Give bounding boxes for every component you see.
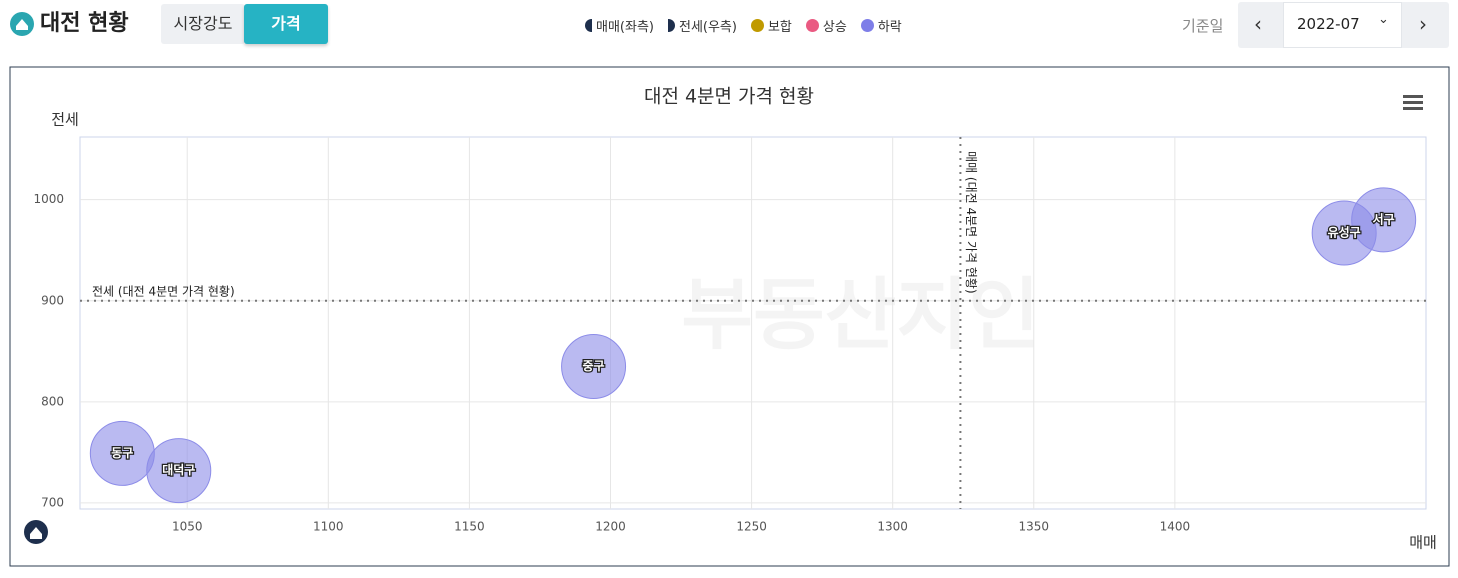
bubble-label: 서구 (1373, 211, 1395, 226)
legend-icon (750, 19, 764, 32)
bubble-label: 중구 (583, 359, 605, 373)
bubble-label: 유성구 (1328, 226, 1361, 240)
x-tick-label: 1050 (172, 520, 203, 534)
y-tick-label: 700 (41, 495, 64, 509)
watermark: 부동산지인 (681, 270, 1040, 360)
legend-item[interactable]: 하락 (860, 16, 902, 35)
prev-button[interactable]: ‹ (1254, 12, 1262, 36)
legend-item[interactable]: 매매(좌측) (585, 16, 654, 35)
x-tick-label: 1300 (877, 520, 908, 534)
legend-icon (860, 19, 874, 32)
y-tick-label: 1000 (33, 192, 64, 206)
logo-shape (30, 527, 42, 539)
bubble-label: 대덕구 (162, 462, 195, 477)
x-tick-label: 1200 (595, 520, 626, 534)
y-axis-label: 전세 (51, 111, 79, 129)
date-value: 2022-07 (1297, 15, 1360, 33)
home-icon-shape (16, 19, 28, 30)
legend-item[interactable]: 보합 (750, 16, 792, 35)
bubble-label: 동구 (111, 446, 133, 460)
bubble (1351, 187, 1417, 253)
tab[interactable]: 시장강도 (161, 4, 245, 44)
legend-icon (585, 19, 592, 32)
menu-icon[interactable] (1403, 95, 1423, 110)
legend-label: 매매(좌측) (596, 20, 654, 35)
page-title: 대전 현황 (40, 11, 129, 36)
y-tick-label: 900 (41, 293, 64, 307)
bubble (561, 333, 627, 399)
x-axis-label: 매매 (1409, 534, 1437, 552)
chart-frame (9, 66, 1450, 567)
legend-item[interactable]: 상승 (805, 16, 847, 35)
tab-active[interactable]: 가격 (244, 4, 328, 44)
legend-label: 전세(우측) (678, 20, 737, 35)
legend-label: 상승 (822, 20, 847, 35)
reference-label: 매매 (대전 4분면 가격 현황) (964, 151, 978, 294)
plot-area (79, 136, 1427, 510)
dropdown-arrow: ⌄ (1378, 12, 1389, 27)
date-select[interactable] (1283, 2, 1402, 48)
legend-icon (805, 19, 819, 32)
bubble (146, 438, 212, 504)
legend-item[interactable]: 전세(우측) (667, 16, 737, 35)
x-tick-label: 1150 (454, 520, 485, 534)
chart-title: 대전 4분면 가격 현황 (644, 86, 814, 108)
reference-label: 전세 (대전 4분면 가격 현황) (92, 284, 235, 298)
x-tick-label: 1400 (1160, 520, 1191, 534)
legend-label: 하락 (877, 20, 902, 35)
x-tick-label: 1350 (1018, 520, 1049, 534)
legend-icon (667, 19, 675, 32)
legend: 매매(좌측) 전세(우측) 보합 상승 하락 (585, 16, 902, 35)
next-button[interactable]: › (1419, 12, 1427, 36)
x-tick-label: 1250 (736, 520, 767, 534)
legend-label: 보합 (767, 20, 792, 35)
date-label: 기준일 (1182, 17, 1224, 35)
y-tick-label: 800 (41, 394, 64, 408)
x-tick-label: 1100 (313, 520, 344, 534)
